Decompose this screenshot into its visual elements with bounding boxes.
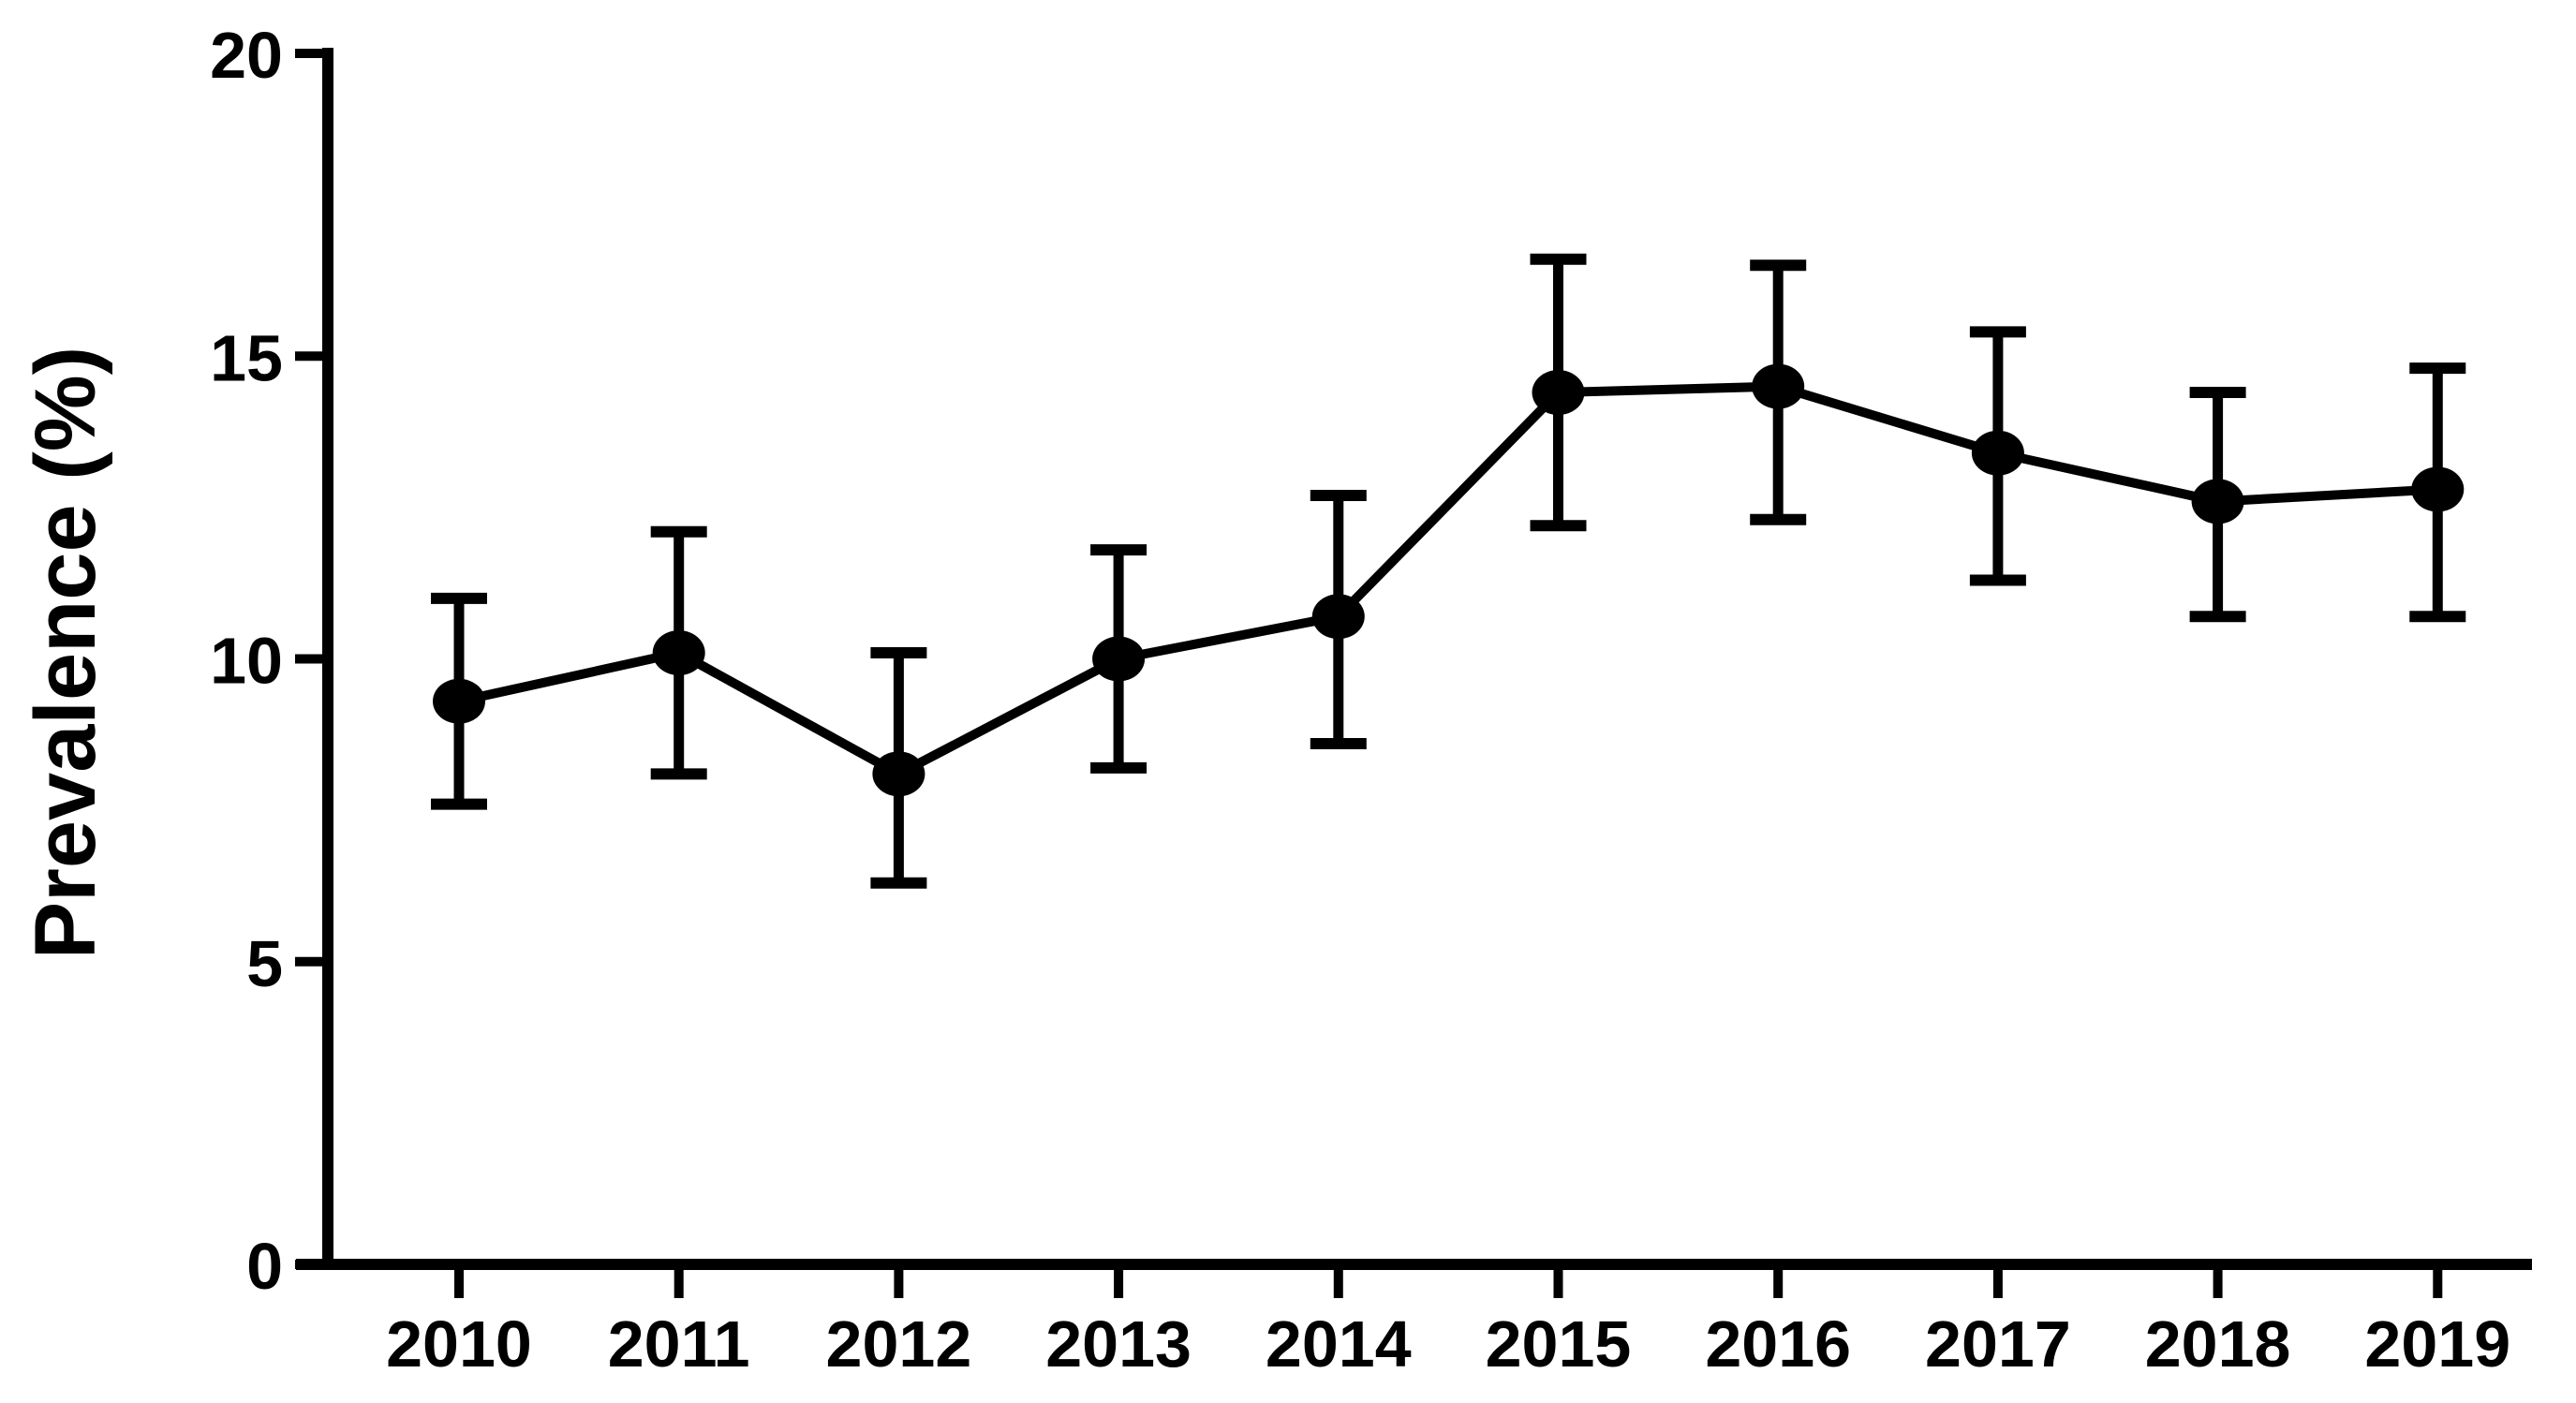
x-tick-label: 2012: [826, 1307, 972, 1381]
y-tick-label: 15: [210, 321, 283, 394]
x-tick-label: 2015: [1486, 1307, 1632, 1381]
data-point-marker: [1752, 363, 1805, 409]
data-point-marker: [1311, 594, 1365, 640]
x-tick-label: 2017: [1925, 1307, 2071, 1381]
x-tick-label: 2014: [1266, 1307, 1412, 1381]
y-tick-label: 20: [210, 19, 283, 92]
data-point-marker: [652, 630, 705, 676]
data-point-marker: [2411, 466, 2465, 512]
x-tick-label: 2019: [2364, 1307, 2510, 1381]
data-series: [457, 381, 2438, 780]
data-point-marker: [1092, 636, 1146, 682]
data-point-marker: [872, 751, 925, 797]
y-axis-ticks: 0 5 10 15 20: [210, 19, 330, 1303]
x-tick-label: 2013: [1045, 1307, 1192, 1381]
x-axis-ticks: 2010 2011 2012 2013 2014 2015 2016 2017 2018 2019: [386, 1266, 2510, 1381]
x-tick-label: 2011: [608, 1307, 750, 1381]
y-axis-title: Prevalence (%): [18, 347, 113, 960]
x-tick-label: 2010: [386, 1307, 532, 1381]
error-bars: [431, 253, 2466, 889]
x-tick-label: 2016: [1705, 1307, 1851, 1381]
series-line: [457, 381, 2438, 780]
data-point-marker: [1971, 430, 2024, 476]
data-point-marker: [433, 678, 485, 724]
data-markers: [433, 363, 2465, 797]
y-tick-label: 5: [246, 927, 283, 1000]
data-point-marker: [1532, 370, 1585, 416]
y-tick-label: 0: [246, 1230, 283, 1303]
y-tick-label: 10: [210, 625, 283, 698]
x-tick-label: 2018: [2145, 1307, 2291, 1381]
data-point-marker: [2191, 479, 2244, 524]
